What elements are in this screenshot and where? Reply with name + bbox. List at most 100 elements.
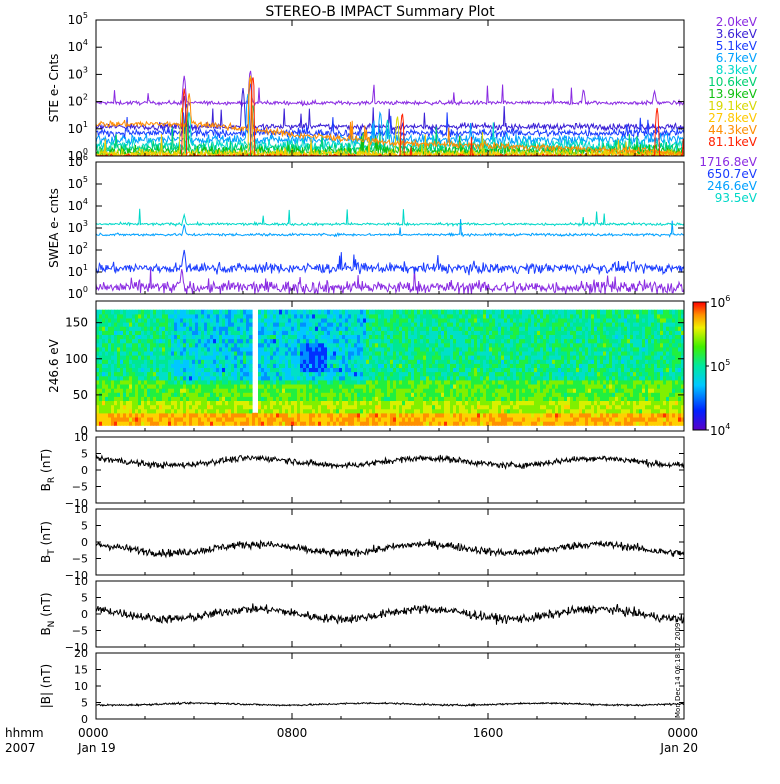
pad-cell [372, 404, 376, 410]
pad-cell [555, 367, 559, 373]
pad-cell [477, 334, 481, 340]
pad-cell [447, 359, 451, 364]
pad-cell [630, 417, 634, 422]
pad-cell [432, 367, 436, 373]
pad-cell [171, 322, 175, 327]
pad-cell [453, 379, 457, 385]
pad-cell [615, 330, 619, 335]
pad-cell [348, 375, 352, 381]
pad-cell [96, 412, 100, 418]
pad-cell [303, 371, 307, 377]
pad-cell [129, 346, 133, 352]
pad-cell [135, 330, 139, 335]
pad-cell [324, 384, 328, 389]
pad-cell [351, 346, 355, 352]
pad-cell [105, 371, 109, 377]
pad-cell [168, 371, 172, 377]
pad-cell [435, 421, 439, 426]
pad-cell [594, 355, 598, 360]
pad-cell [417, 417, 421, 422]
pad-cell [417, 392, 421, 397]
pad-cell [609, 371, 613, 377]
pad-cell [360, 421, 364, 426]
pad-cell [399, 388, 403, 393]
pad-cell [336, 317, 340, 323]
pad-cell [609, 379, 613, 385]
pad-cell [129, 334, 133, 340]
pad-cell [468, 408, 472, 414]
pad-cell [123, 400, 127, 406]
pad-cell [528, 326, 532, 331]
pad-cell [273, 355, 277, 360]
pad-cell [618, 326, 622, 331]
pad-cell [180, 396, 184, 401]
pad-cell [627, 392, 631, 397]
pad-cell [609, 326, 613, 331]
pad-cell [528, 371, 532, 377]
pad-cell [264, 388, 268, 393]
pad-cell [108, 421, 112, 426]
pad-cell [372, 317, 376, 323]
pad-cell [378, 371, 382, 377]
pad-cell [177, 355, 181, 360]
pad-cell [135, 408, 139, 414]
pad-cell [243, 367, 247, 373]
pad-cell [450, 317, 454, 323]
pad-cell [411, 346, 415, 352]
pad-cell [111, 350, 115, 356]
pad-cell [507, 371, 511, 377]
pad-cell [159, 388, 163, 393]
pad-cell [546, 388, 550, 393]
pad-cell [444, 375, 448, 381]
pad-cell [147, 313, 151, 319]
pad-cell [525, 342, 529, 348]
pad-cell [399, 350, 403, 356]
pad-cell [225, 359, 229, 364]
pad-cell [357, 334, 361, 340]
pad-cell [108, 313, 112, 319]
pad-cell [369, 400, 373, 406]
pad-cell [99, 408, 103, 414]
pad-cell [312, 384, 316, 389]
pad-cell [333, 371, 337, 377]
pad-cell [447, 313, 451, 319]
pad-cell [174, 396, 178, 401]
pad-cell [108, 404, 112, 410]
pad-cell [183, 322, 187, 327]
pad-cell [495, 330, 499, 335]
pad-cell [204, 379, 208, 385]
pad-cell [312, 342, 316, 348]
pad-cell [198, 309, 202, 315]
pad-cell [597, 363, 601, 368]
pad-cell [405, 338, 409, 344]
pad-cell [120, 392, 124, 397]
pad-cell [234, 384, 238, 389]
pad-cell [144, 379, 148, 385]
pad-cell [342, 379, 346, 385]
pad-cell [516, 396, 520, 401]
pad-cell [573, 326, 577, 331]
pad-cell [393, 350, 397, 356]
pad-cell [258, 388, 262, 393]
pad-cell [255, 412, 259, 418]
pad-cell [456, 379, 460, 385]
pad-cell [558, 400, 562, 406]
pad-cell [375, 317, 379, 323]
pad-cell [630, 346, 634, 352]
pad-cell [549, 375, 553, 381]
pad-cell [147, 346, 151, 352]
pad-cell [627, 412, 631, 418]
pad-cell [123, 392, 127, 397]
pad-cell [498, 396, 502, 401]
pad-cell [261, 371, 265, 377]
pad-cell [573, 334, 577, 340]
pad-cell [105, 388, 109, 393]
pad-cell [495, 322, 499, 327]
pad-cell [219, 342, 223, 348]
pad-cell [147, 350, 151, 356]
pad-cell [501, 313, 505, 319]
pad-cell [513, 392, 517, 397]
pad-cell [186, 346, 190, 352]
pad-cell [279, 317, 283, 323]
pad-cell [399, 392, 403, 397]
